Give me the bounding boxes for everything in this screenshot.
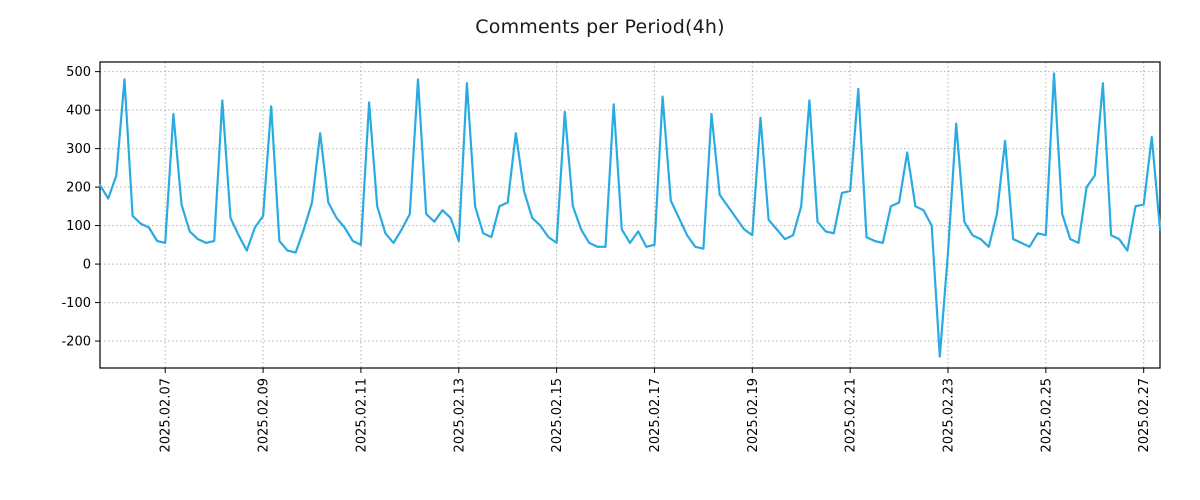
x-tick-label: 2025.02.17 (648, 378, 663, 452)
y-tick-label: -200 (61, 335, 91, 350)
x-tick-label: 2025.02.23 (942, 378, 957, 452)
x-tick-label: 2025.02.25 (1039, 378, 1054, 452)
x-tick-label: 2025.02.15 (550, 378, 565, 452)
chart-title: Comments per Period(4h) (475, 16, 725, 38)
y-tick-label: 300 (66, 142, 91, 157)
x-tick-label: 2025.02.09 (257, 378, 272, 452)
x-tick-label: 2025.02.27 (1137, 378, 1152, 452)
y-tick-label: 100 (66, 219, 91, 234)
y-tick-label: 400 (66, 104, 91, 119)
plot-border (99, 61, 1161, 369)
x-tick-label: 2025.02.11 (354, 378, 369, 452)
comments-series-line (98, 72, 1162, 358)
y-tick-label: 500 (66, 65, 91, 80)
x-tick-label: 2025.02.21 (844, 378, 859, 452)
x-tick-label: 2025.02.07 (159, 378, 174, 452)
y-tick-label: 0 (83, 258, 91, 273)
x-tick-label: 2025.02.19 (746, 378, 761, 452)
y-tick-label: -100 (61, 296, 91, 311)
x-tick-label: 2025.02.13 (452, 378, 467, 452)
y-tick-label: 200 (66, 181, 91, 196)
